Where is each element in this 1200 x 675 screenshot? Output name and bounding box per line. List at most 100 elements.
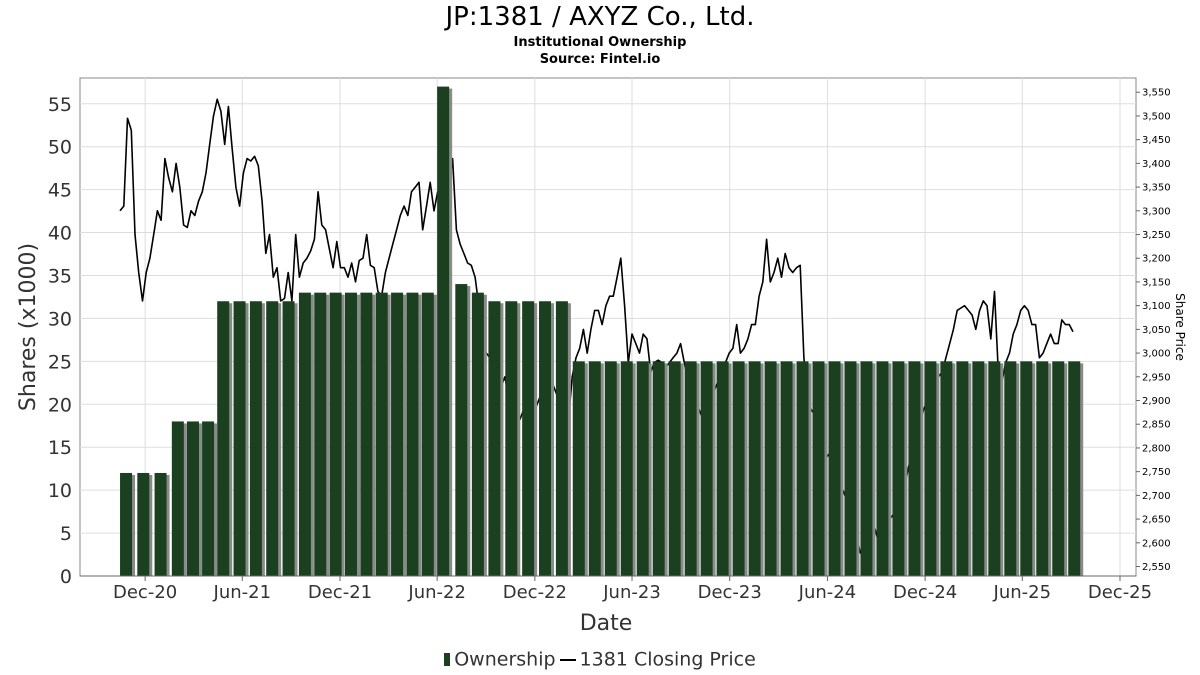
ownership-bar (202, 421, 215, 576)
ownership-bars-layer (120, 86, 1084, 576)
ownership-bar (249, 301, 262, 576)
ownership-bar (812, 361, 825, 576)
y2-tick-label: 3,250 (1142, 230, 1171, 241)
y2-tick-label: 3,550 (1142, 88, 1171, 99)
ownership-bar (940, 361, 953, 576)
y-tick-label: 25 (48, 351, 72, 373)
y2-tick-label: 2,800 (1142, 443, 1171, 454)
ownership-bar (437, 86, 450, 576)
ownership-bar (732, 361, 745, 576)
y-tick-label: 10 (48, 480, 72, 502)
ownership-bar (391, 292, 404, 576)
chart-subtitle: Institutional Ownership (513, 35, 687, 50)
x-tick-label: Jun-25 (993, 582, 1052, 603)
ownership-bar (620, 361, 633, 576)
chart-legend: Ownership 1381 Closing Price (0, 648, 1200, 671)
y2-tick-label: 3,200 (1142, 254, 1171, 265)
ownership-bar (282, 301, 295, 576)
ownership-bar (604, 361, 617, 576)
y2-tick-label: 3,100 (1142, 301, 1171, 312)
y2-tick-label: 2,650 (1142, 515, 1171, 526)
ownership-bar (298, 292, 311, 576)
legend-price-swatch (559, 658, 576, 661)
ownership-bar (908, 361, 921, 576)
ownership-bar (924, 361, 937, 576)
y-tick-label: 55 (48, 94, 72, 116)
ownership-bar (314, 292, 327, 576)
ownership-bar (360, 292, 373, 576)
ownership-bar (892, 361, 905, 576)
ownership-bar (844, 361, 857, 576)
ownership-bar (860, 361, 873, 576)
y2-tick-label: 3,150 (1142, 277, 1171, 288)
x-tick-label: Jun-23 (602, 582, 661, 603)
ownership-bar (406, 292, 419, 576)
y2-tick-label: 3,350 (1142, 183, 1171, 194)
y-tick-label: 5 (60, 523, 72, 545)
y2-tick-label: 3,400 (1142, 159, 1171, 170)
ownership-bar (988, 361, 1001, 576)
y2-tick-label: 2,600 (1142, 538, 1171, 549)
x-tick-label: Jun-22 (407, 582, 466, 603)
ownership-bar (471, 292, 484, 576)
y2-tick-label: 3,000 (1142, 349, 1171, 360)
ownership-bar (375, 292, 388, 576)
ownership-bar (488, 301, 501, 576)
y-tick-label: 30 (48, 308, 72, 330)
y2-tick-label: 2,900 (1142, 396, 1171, 407)
y-axis-title: Shares (x1000) (16, 243, 41, 411)
x-tick-label: Dec-25 (1088, 582, 1152, 603)
chart-source: Source: Fintel.io (539, 52, 661, 67)
x-tick-label: Dec-24 (893, 582, 957, 603)
y-tick-label: 20 (48, 394, 72, 416)
x-axis-title: Date (580, 611, 633, 636)
ownership-bar (876, 361, 889, 576)
x-tick-label: Jun-24 (798, 582, 857, 603)
ownership-bar (266, 301, 279, 576)
x-tick-label: Jun-21 (213, 582, 272, 603)
ownership-bar (344, 292, 357, 576)
ownership-bar (956, 361, 969, 576)
ownership-bar (421, 292, 434, 576)
ownership-bar (1068, 361, 1081, 576)
ownership-bar (780, 361, 793, 576)
y-tick-label: 45 (48, 180, 72, 202)
y2-tick-label: 2,550 (1142, 562, 1171, 573)
ownership-bar (137, 472, 150, 576)
y2-tick-label: 3,450 (1142, 135, 1171, 146)
ownership-bar (171, 421, 184, 576)
ownership-bar (555, 301, 568, 576)
legend-price-label: 1381 Closing Price (579, 648, 756, 671)
ownership-bar (522, 301, 535, 576)
ownership-bar (796, 361, 809, 576)
y2-tick-label: 2,850 (1142, 420, 1171, 431)
ownership-bar (972, 361, 985, 576)
ownership-bar (455, 284, 468, 576)
ownership-bar (1036, 361, 1049, 576)
y-tick-label: 50 (48, 137, 72, 159)
y2-tick-label: 2,750 (1142, 467, 1171, 478)
axes-layer: 0 5 10 15 20 25 30 35 40 45 50 55 Dec-20 Jun-21 Dec-21… (16, 88, 1187, 636)
ownership-bar (233, 301, 246, 576)
y2-axis-title: Share Price (1173, 293, 1187, 361)
ownership-bar (588, 361, 601, 576)
y-tick-label: 35 (48, 265, 72, 287)
x-tick-label: Dec-23 (698, 582, 762, 603)
x-tick-label: Dec-21 (308, 582, 372, 603)
ownership-bar (186, 421, 199, 576)
y2-tick-label: 3,050 (1142, 325, 1171, 336)
ownership-bar (1052, 361, 1065, 576)
y2-tick-label: 3,300 (1142, 206, 1171, 217)
ownership-bar (539, 301, 552, 576)
y2-tick-label: 2,700 (1142, 491, 1171, 502)
ownership-bar (764, 361, 777, 576)
ownership-bar (716, 361, 729, 576)
ownership-bar (700, 361, 713, 576)
ownership-bar (684, 361, 697, 576)
legend-ownership-swatch (444, 653, 451, 666)
ownership-bar (828, 361, 841, 576)
ownership-bar (572, 361, 585, 576)
ownership-bar (636, 361, 649, 576)
ownership-bar (505, 301, 518, 576)
